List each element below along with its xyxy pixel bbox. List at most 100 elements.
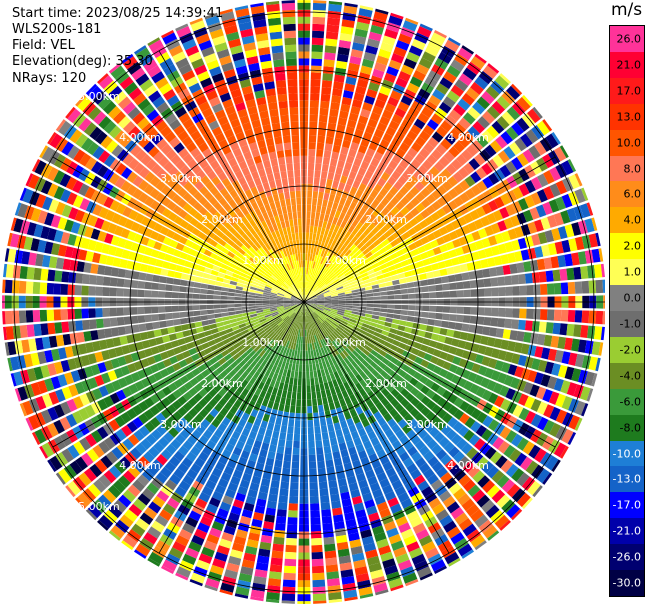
velocity-bin [139, 331, 149, 341]
velocity-bin [30, 207, 42, 222]
velocity-bin [219, 225, 228, 234]
velocity-bin [254, 355, 262, 363]
velocity-bin [325, 268, 331, 276]
velocity-bin [2, 279, 6, 293]
velocity-bin [193, 191, 203, 201]
velocity-bin [456, 438, 468, 450]
velocity-bin [498, 287, 506, 297]
velocity-bin [324, 452, 333, 461]
velocity-bin [516, 437, 529, 451]
velocity-bin [208, 196, 218, 206]
velocity-bin [270, 292, 278, 296]
velocity-bin [461, 442, 473, 455]
velocity-bin [294, 371, 299, 379]
velocity-bin [310, 268, 314, 276]
velocity-bin [411, 38, 426, 51]
velocity-bin [371, 369, 380, 378]
velocity-bin [328, 115, 338, 124]
velocity-bin [295, 282, 299, 290]
velocity-bin [442, 306, 451, 313]
velocity-bin [173, 215, 184, 226]
velocity-bin [330, 308, 338, 312]
velocity-bin [477, 228, 488, 239]
velocity-bin [93, 111, 107, 125]
velocity-bin [294, 426, 301, 435]
velocity-bin [379, 263, 388, 270]
velocity-bin [522, 441, 535, 455]
velocity-bin [124, 81, 138, 95]
velocity-bin [461, 323, 470, 332]
velocity-bin [226, 562, 240, 573]
velocity-bin [65, 176, 78, 191]
velocity-bin [274, 395, 281, 404]
velocity-bin [44, 241, 54, 255]
velocity-bin [103, 196, 114, 209]
velocity-bin [317, 303, 325, 305]
velocity-bin [493, 168, 506, 182]
velocity-bin [117, 475, 131, 489]
velocity-bin [533, 308, 541, 320]
velocity-bin [342, 90, 354, 99]
velocity-bin [149, 405, 160, 416]
velocity-bin [248, 350, 256, 358]
velocity-bin [234, 307, 242, 311]
velocity-bin [250, 589, 265, 599]
velocity-bin [283, 302, 291, 304]
velocity-bin [159, 226, 170, 236]
velocity-bin [313, 177, 320, 185]
velocity-bin [595, 279, 604, 294]
velocity-bin [457, 98, 471, 111]
velocity-bin [105, 209, 116, 222]
velocity-bin [57, 347, 67, 360]
velocity-bin [292, 293, 299, 299]
velocity-bin [127, 158, 140, 170]
velocity-bin [358, 388, 367, 397]
velocity-bin [419, 445, 430, 457]
velocity-bin [271, 287, 279, 292]
velocity-bin [242, 472, 252, 482]
velocity-bin [529, 384, 540, 397]
velocity-bin [137, 306, 145, 315]
velocity-bin [367, 164, 377, 174]
velocity-bin [335, 346, 342, 354]
velocity-bin [435, 143, 448, 156]
velocity-bin [195, 498, 208, 509]
velocity-bin [346, 439, 355, 449]
velocity-bin [79, 393, 90, 406]
velocity-bin [276, 509, 287, 518]
velocity-bin [166, 497, 180, 510]
velocity-bin [312, 233, 317, 241]
velocity-bin [371, 284, 380, 290]
velocity-bin [205, 503, 218, 514]
velocity-bin [337, 160, 345, 169]
velocity-bin [520, 133, 533, 148]
velocity-bin [306, 322, 309, 330]
velocity-bin [351, 289, 359, 293]
velocity-bin [367, 372, 376, 382]
velocity-bin [255, 307, 263, 311]
velocity-bin [472, 489, 486, 503]
velocity-bin [247, 489, 258, 499]
velocity-bin [229, 549, 243, 559]
velocity-bin [25, 417, 34, 431]
velocity-bin [473, 334, 482, 344]
velocity-bin [333, 173, 342, 182]
velocity-bin [209, 159, 220, 170]
velocity-bin [186, 287, 194, 293]
velocity-bin [272, 223, 279, 232]
velocity-bin [320, 368, 326, 377]
velocity-bin [525, 460, 539, 475]
velocity-bin [208, 398, 218, 408]
velocity-bin [310, 384, 316, 393]
velocity-bin [360, 456, 370, 466]
velocity-bin [427, 278, 436, 286]
velocity-bin [356, 515, 369, 526]
velocity-bin [415, 63, 430, 76]
velocity-bin [290, 398, 296, 407]
velocity-bin [13, 371, 24, 386]
velocity-bin [248, 306, 256, 310]
velocity-bin [178, 236, 188, 245]
velocity-bin [83, 262, 92, 273]
velocity-bin [65, 106, 76, 119]
velocity-bin [41, 146, 55, 162]
